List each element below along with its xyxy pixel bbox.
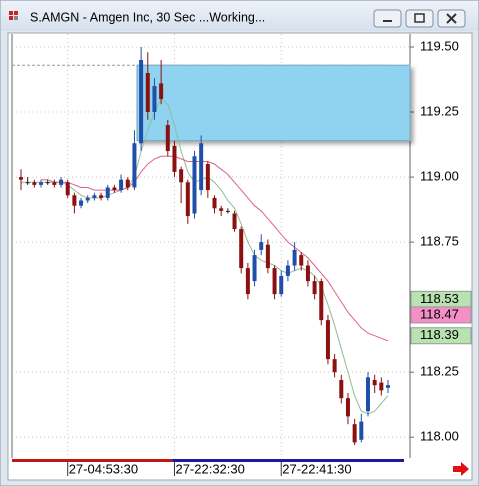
candle-body — [185, 182, 190, 217]
price-marker-label: 118.53 — [420, 291, 459, 306]
candle-body — [119, 179, 124, 191]
candle-body — [59, 179, 64, 185]
candle-body — [205, 164, 210, 191]
candle-body — [345, 398, 350, 417]
candle-body — [299, 255, 304, 266]
candle-body — [199, 143, 204, 191]
y-tick-label: 118.00 — [420, 429, 459, 444]
candle-body — [386, 385, 390, 388]
candle-body — [72, 195, 77, 206]
candle-body — [52, 182, 57, 185]
scroll-arrow[interactable] — [453, 462, 469, 476]
candle-body — [79, 200, 84, 206]
candle-body — [252, 255, 257, 282]
app-icon — [9, 11, 18, 20]
candle-body — [19, 177, 23, 180]
candle-body — [25, 182, 30, 184]
candle-body — [359, 421, 364, 440]
plot-area: 119.50 119.25 119.00 118.75 118.25 118.00 27-0… — [11, 34, 472, 476]
candle-body — [39, 182, 44, 185]
candle-body — [145, 73, 150, 113]
candle-body — [139, 60, 144, 144]
candle-body — [32, 182, 37, 185]
candle-body — [319, 281, 324, 321]
candle-body — [125, 179, 130, 188]
candle-body — [245, 268, 250, 295]
x-tick-label: 27-22:32:30 — [175, 461, 244, 476]
price-marker — [410, 306, 472, 324]
candle-body — [92, 195, 97, 198]
candle-body — [219, 208, 224, 211]
x-tick-label: 27-22:41:30 — [282, 461, 351, 476]
candle-body — [292, 249, 297, 266]
price-marker-label: 118.47 — [420, 306, 459, 321]
candle-body — [152, 86, 157, 113]
candle-body — [165, 125, 170, 152]
candle-body — [379, 382, 384, 391]
maximize-button[interactable] — [405, 9, 434, 28]
candle-body — [279, 275, 284, 295]
candle-body — [192, 156, 197, 214]
moving-average-line — [21, 98, 389, 415]
candle-body — [259, 242, 264, 250]
y-tick-label: 118.25 — [420, 364, 459, 379]
moving-average-line — [41, 155, 389, 342]
candle-body — [325, 320, 330, 360]
candle-body — [65, 182, 70, 196]
y-tick-label: 118.75 — [420, 234, 459, 249]
candle-body — [365, 377, 370, 412]
candle-body — [285, 265, 290, 276]
candle-body — [352, 424, 357, 443]
y-tick-label: 119.25 — [420, 103, 459, 118]
candle-body — [212, 197, 217, 209]
candle-body — [85, 197, 90, 201]
candle-body — [272, 268, 277, 295]
candle-body — [159, 83, 164, 100]
time-bar-current — [172, 459, 404, 462]
candle-body — [179, 169, 184, 183]
window-title: S.AMGN - Amgen Inc, 30 Sec ...Working... — [30, 10, 265, 24]
price-marker — [410, 327, 472, 345]
candle-body — [105, 187, 110, 198]
x-tick-label: 27-04:53:30 — [69, 461, 138, 476]
minimize-button[interactable] — [373, 9, 402, 28]
time-bar-past — [12, 459, 173, 462]
candle-body — [225, 210, 230, 212]
price-marker-label: 118.39 — [420, 327, 459, 342]
candle-body — [332, 359, 337, 373]
candle-body — [232, 213, 237, 230]
candle-body — [239, 229, 244, 269]
candle-body — [172, 145, 177, 172]
candle-body — [339, 379, 344, 399]
candle-body — [45, 182, 50, 184]
y-tick-label: 119.50 — [420, 38, 459, 53]
candle-body — [99, 195, 104, 198]
close-button[interactable] — [437, 9, 466, 28]
candle-body — [305, 265, 310, 282]
candle-body — [132, 143, 137, 188]
y-tick-label: 119.00 — [420, 169, 459, 184]
candle-body — [265, 244, 270, 269]
order-zone — [136, 64, 411, 142]
candle-body — [112, 187, 117, 191]
candle-body — [312, 281, 317, 295]
candle-body — [372, 379, 377, 386]
